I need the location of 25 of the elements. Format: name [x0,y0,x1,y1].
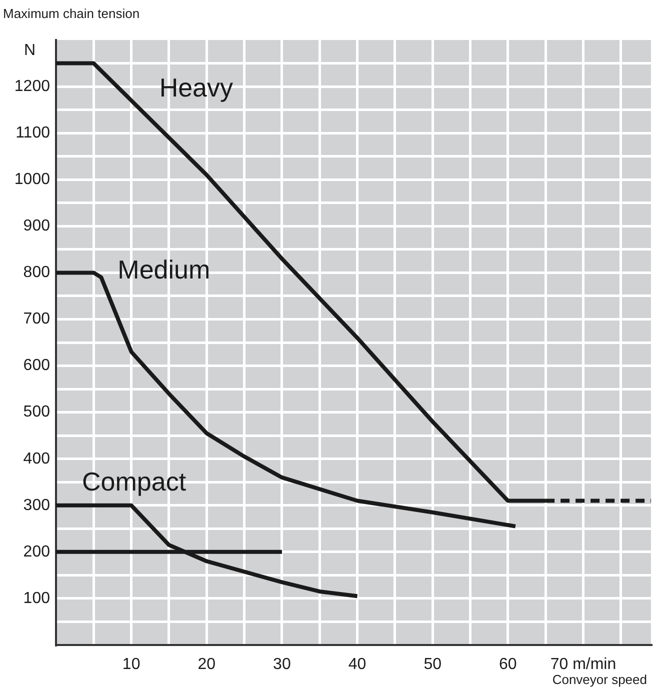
x-tick-label: 40 [348,656,366,674]
x-axis-title: Conveyor speed [552,672,647,687]
y-tick-label: 500 [23,404,50,421]
y-tick-label: 700 [23,310,50,328]
x-tick-label: 10 [122,656,140,674]
y-tick-label: 200 [23,543,50,560]
y-tick-label: 600 [23,357,50,374]
series-label: Heavy [159,72,234,102]
x-tick-label: 60 [499,656,517,674]
x-tick-label: 50 [424,656,442,674]
y-tick-label: 1100 [16,124,50,142]
y-tick-label: 400 [23,450,50,468]
x-tick-label: 30 [273,656,291,674]
y-axis-title: N [24,42,36,60]
y-tick-label: 900 [23,218,50,235]
series-label: Medium [118,254,210,285]
y-tick-label: 1000 [14,171,50,188]
y-tick-label: 1200 [14,78,50,95]
chart-title: Maximum chain tension [3,6,140,21]
y-tick-label: 800 [23,264,50,282]
y-tick-label: 300 [23,496,50,514]
x-tick-label: 70 m/min [550,656,616,674]
series-label: Compact [82,466,187,496]
x-tick-label: 20 [198,656,216,674]
y-tick-label: 100 [23,590,50,607]
